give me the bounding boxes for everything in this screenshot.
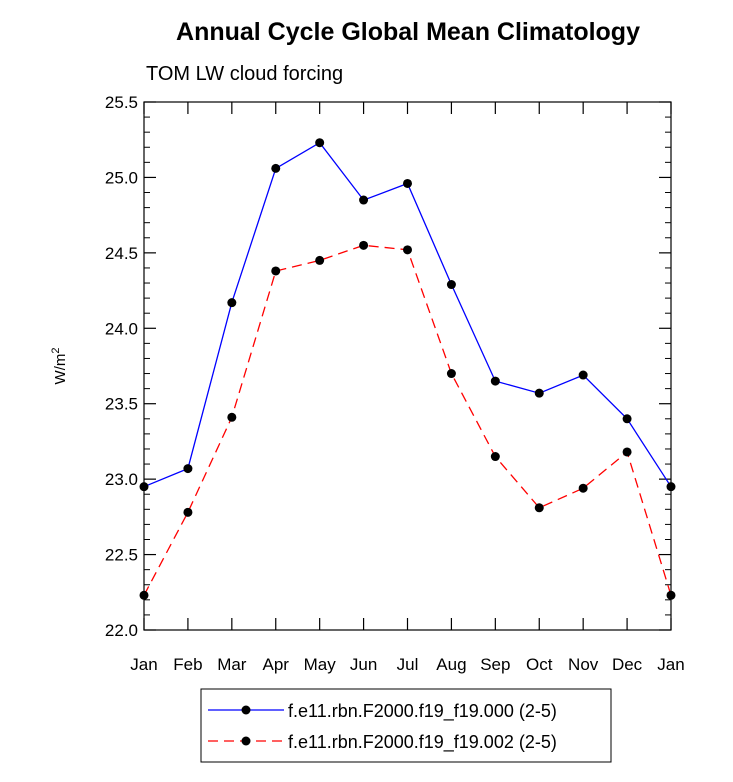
y-tick-label: 22.0 (105, 621, 138, 640)
legend-marker-series-1 (241, 736, 251, 746)
series-line-1 (143, 244, 672, 596)
data-point-series-0 (403, 178, 412, 188)
legend-box (200, 688, 612, 763)
x-tick-label: Dec (612, 655, 643, 674)
x-tick-label: Jul (397, 655, 419, 674)
data-point-series-0 (359, 195, 369, 205)
data-point-series-0 (446, 280, 456, 290)
legend-marker-series-0 (241, 705, 251, 715)
data-point-series-0 (315, 138, 325, 148)
data-point-series-1 (578, 483, 588, 493)
data-point-series-1 (359, 240, 369, 250)
y-tick-label: 24.5 (105, 244, 138, 263)
y-tick-label: 25.5 (105, 93, 138, 112)
y-tick-label: 24.0 (105, 319, 138, 338)
legend: f.e11.rbn.F2000.f19_f19.000 (2-5) f.e11.… (200, 688, 612, 763)
x-tick-label: Mar (217, 655, 247, 674)
x-tick-label: Apr (263, 655, 290, 674)
x-tick-label: Sep (480, 655, 510, 674)
y-axis-label-superscript: 2 (50, 348, 62, 354)
x-tick-label: Oct (526, 655, 553, 674)
x-tick-label: Jun (350, 655, 377, 674)
series-layer (139, 138, 676, 600)
x-tick-label: Nov (568, 655, 599, 674)
x-tick-label: May (304, 655, 337, 674)
data-point-series-1 (490, 452, 500, 462)
x-tick-label: Feb (173, 655, 202, 674)
data-point-series-1 (622, 447, 632, 457)
data-point-series-1 (271, 266, 281, 276)
legend-label-series-0: f.e11.rbn.F2000.f19_f19.000 (2-5) (288, 701, 557, 722)
y-tick-label: 23.5 (105, 395, 138, 414)
data-point-series-1 (403, 245, 412, 255)
data-point-series-1 (227, 412, 237, 422)
x-tick-label: Jan (130, 655, 157, 674)
data-point-series-0 (490, 376, 500, 386)
data-point-series-0 (578, 370, 588, 380)
chart-subtitle: TOM LW cloud forcing (146, 63, 343, 85)
data-point-series-0 (622, 414, 632, 424)
data-point-series-0 (271, 163, 281, 173)
data-point-series-1 (446, 369, 456, 379)
data-point-series-1 (183, 507, 193, 517)
axis-ticks (143, 101, 672, 631)
data-point-series-0 (183, 464, 193, 474)
x-tick-label: Aug (436, 655, 466, 674)
axis-tick-labels: 22.0 22.5 23.0 23.5 24.0 24.5 25.0 25.5 Jan Feb Ma… (105, 93, 685, 674)
y-tick-label: 22.5 (105, 546, 138, 565)
data-point-series-1 (315, 255, 325, 265)
x-tick-label: Jan (657, 655, 684, 674)
svg-text:W/m2: W/m2 (50, 348, 69, 385)
plot-frame (143, 101, 672, 631)
legend-label-series-1: f.e11.rbn.F2000.f19_f19.002 (2-5) (288, 732, 557, 753)
y-tick-label: 23.0 (105, 470, 138, 489)
y-axis-label: W/m2 (50, 348, 69, 385)
data-point-series-1 (534, 503, 544, 513)
y-axis-label-text: W/m (52, 354, 69, 385)
data-point-series-0 (227, 298, 237, 308)
chart-title: Annual Cycle Global Mean Climatology (176, 18, 640, 46)
data-point-series-0 (534, 388, 544, 398)
y-tick-label: 25.0 (105, 168, 138, 187)
